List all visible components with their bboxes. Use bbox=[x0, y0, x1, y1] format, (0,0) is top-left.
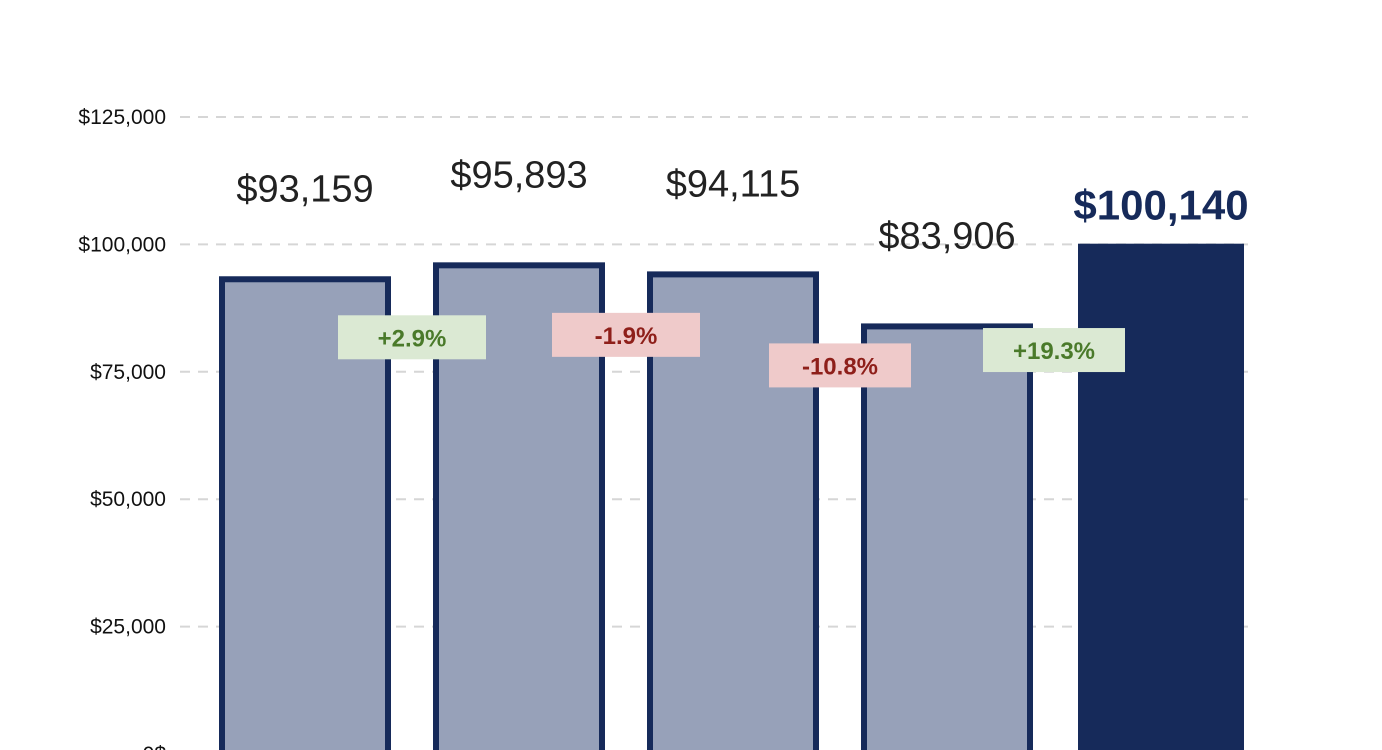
change-label: +19.3% bbox=[1013, 338, 1095, 365]
change-badge-up bbox=[983, 328, 1125, 373]
change-label: -10.8% bbox=[802, 353, 878, 380]
bar-value-label: $83,906 bbox=[878, 215, 1015, 257]
bar-value-label: $95,893 bbox=[450, 154, 587, 196]
change-label: +2.9% bbox=[378, 325, 447, 352]
bar bbox=[861, 323, 1033, 750]
change-badge-down bbox=[769, 343, 911, 388]
bar-value-label: $100,140 bbox=[1073, 182, 1248, 229]
y-tick-label: $50,000 bbox=[90, 488, 166, 511]
change-badge-down bbox=[552, 312, 700, 357]
bar bbox=[1078, 243, 1244, 750]
bar-value-label: $93,159 bbox=[236, 168, 373, 210]
y-tick-label: 0$ bbox=[143, 743, 167, 750]
y-tick-label: $75,000 bbox=[90, 361, 166, 384]
change-label: -1.9% bbox=[595, 323, 658, 350]
bar-value-label: $94,115 bbox=[666, 163, 801, 205]
y-tick-label: $25,000 bbox=[90, 616, 166, 639]
y-tick-label: $100,000 bbox=[78, 233, 166, 256]
change-badge-up bbox=[338, 315, 486, 360]
y-tick-label: $125,000 bbox=[78, 106, 166, 129]
